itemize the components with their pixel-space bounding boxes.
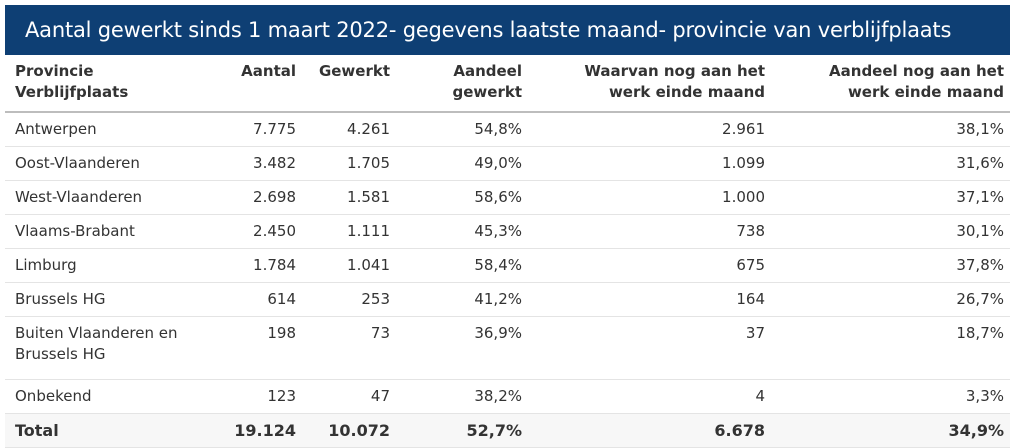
table-cell: 38,1% (765, 112, 1010, 147)
table-cell: 1.111 (296, 214, 390, 249)
column-header: Aandeel nog aan het werk einde maand (765, 55, 1010, 113)
row-label: Total (5, 413, 210, 448)
row-label: Vlaams-Brabant (5, 214, 210, 249)
table-cell: 123 (210, 379, 296, 414)
row-label: Buiten Vlaanderen en Brussels HG (5, 316, 210, 380)
table-cell: 1.581 (296, 180, 390, 215)
table-cell: 19.124 (210, 413, 296, 448)
row-label: Brussels HG (5, 282, 210, 317)
table-cell: 41,2% (390, 282, 522, 317)
table-cell: 58,6% (390, 180, 522, 215)
row-label: Oost-Vlaanderen (5, 146, 210, 181)
column-header: Waarvan nog aan het werk einde maand (522, 55, 765, 113)
table-cell: 30,1% (765, 214, 1010, 249)
table-cell: 738 (522, 214, 765, 249)
table-cell: 47 (296, 379, 390, 414)
table-cell: 7.775 (210, 112, 296, 147)
table-cell: 54,8% (390, 112, 522, 147)
table-title: Aantal gewerkt sinds 1 maart 2022- gegev… (5, 5, 1010, 55)
table-cell: 3.482 (210, 146, 296, 181)
column-header-text: Waarvan nog aan het werk einde maand (584, 62, 765, 101)
table-cell: 675 (522, 248, 765, 283)
table-cell: 1.784 (210, 248, 296, 283)
table-cell: 73 (296, 316, 390, 380)
total-row: Total 19.124 10.072 52,7% 6.678 34,9% (5, 413, 1010, 448)
table-cell: 49,0% (390, 146, 522, 181)
column-header-text: Aandeel gewerkt (452, 62, 523, 101)
table-cell: 38,2% (390, 379, 522, 414)
table-cell: 4.261 (296, 112, 390, 147)
table-cell: 34,9% (765, 413, 1010, 448)
table-row: Buiten Vlaanderen en Brussels HG 198 73 36,… (5, 316, 1010, 380)
table-row: Antwerpen 7.775 4.261 54,8% 2.961 38,1% (5, 112, 1010, 147)
column-header: Aantal (210, 55, 296, 113)
row-label: West-Vlaanderen (5, 180, 210, 215)
table-cell: 253 (296, 282, 390, 317)
header-row: Provincie Verblijfplaats Aantal Gewerkt … (5, 55, 1010, 113)
table-widget: Aantal gewerkt sinds 1 maart 2022- gegev… (5, 5, 1010, 448)
table-row: Limburg 1.784 1.041 58,4% 675 37,8% (5, 248, 1010, 283)
row-label: Onbekend (5, 379, 210, 414)
table-cell: 1.705 (296, 146, 390, 181)
table-cell: 52,7% (390, 413, 522, 448)
column-header: Provincie Verblijfplaats (5, 55, 210, 113)
table-cell: 37,8% (765, 248, 1010, 283)
table-cell: 58,4% (390, 248, 522, 283)
table-cell: 31,6% (765, 146, 1010, 181)
table-cell: 1.000 (522, 180, 765, 215)
row-label: Limburg (5, 248, 210, 283)
table-cell: 45,3% (390, 214, 522, 249)
table-row: Brussels HG 614 253 41,2% 164 26,7% (5, 282, 1010, 317)
row-label: Antwerpen (5, 112, 210, 147)
column-header: Aandeel gewerkt (390, 55, 523, 113)
column-header: Gewerkt (296, 55, 390, 113)
table-cell: 614 (210, 282, 296, 317)
table-cell: 1.099 (522, 146, 765, 181)
table-cell: 2.450 (210, 214, 296, 249)
table-row: Onbekend 123 47 38,2% 4 3,3% (5, 379, 1010, 414)
column-header-text: Aandeel nog aan het werk einde maand (829, 62, 1004, 101)
table-cell: 198 (210, 316, 296, 380)
table-row: Vlaams-Brabant 2.450 1.111 45,3% 738 30,1% (5, 214, 1010, 249)
table-cell: 37 (522, 316, 765, 380)
table-cell: 2.698 (210, 180, 296, 215)
table-cell: 18,7% (765, 316, 1010, 380)
table-cell: 4 (522, 379, 765, 414)
table-cell: 37,1% (765, 180, 1010, 215)
table-cell: 26,7% (765, 282, 1010, 317)
table-cell: 6.678 (522, 413, 765, 448)
table-cell: 164 (522, 282, 765, 317)
table-cell: 36,9% (390, 316, 522, 380)
table-cell: 3,3% (765, 379, 1010, 414)
table-cell: 10.072 (296, 413, 390, 448)
table-row: Oost-Vlaanderen 3.482 1.705 49,0% 1.099 31,6% (5, 146, 1010, 181)
table-cell: 1.041 (296, 248, 390, 283)
data-table: Provincie Verblijfplaats Aantal Gewerkt … (5, 55, 1010, 448)
table-row: West-Vlaanderen 2.698 1.581 58,6% 1.000 37,1% (5, 180, 1010, 215)
table-cell: 2.961 (522, 112, 765, 147)
